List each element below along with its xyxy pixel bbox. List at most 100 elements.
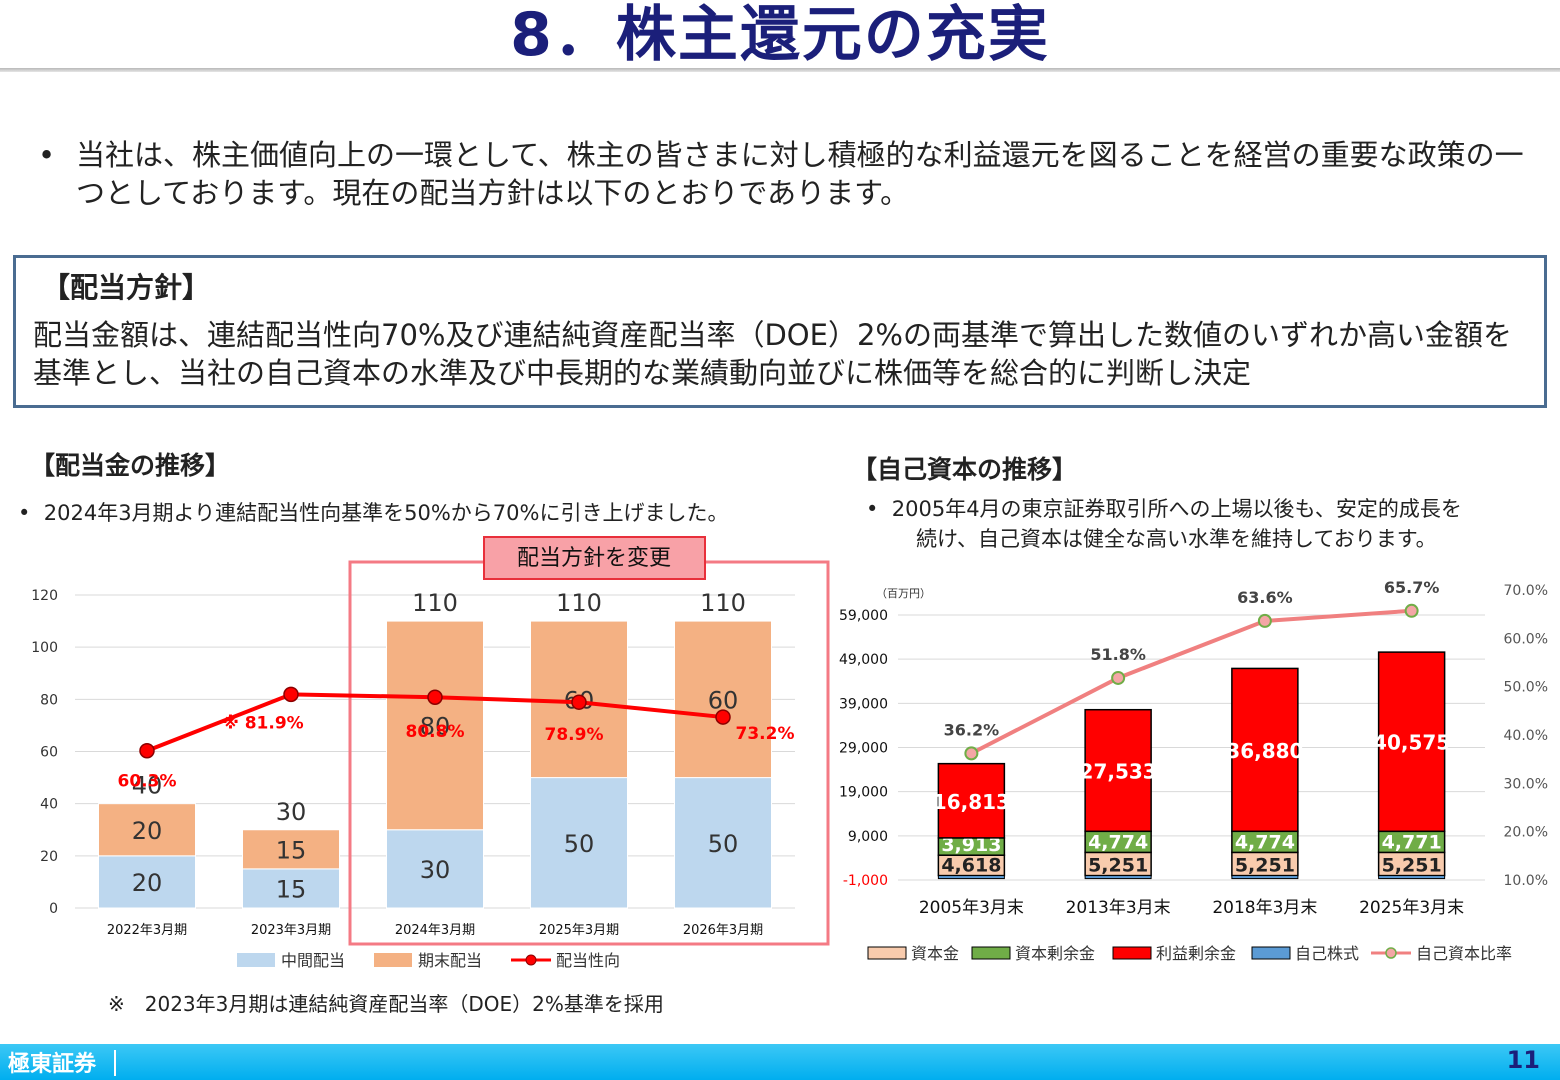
bar-segment-treasury-stock (1378, 875, 1446, 880)
data-label: 20 (132, 869, 163, 897)
legend-swatch (971, 946, 1011, 960)
unit-label: （百万円） (876, 587, 931, 600)
legend-swatch-interim (237, 953, 275, 967)
x-tick-label: 2026年3月期 (683, 923, 763, 938)
bar-segment-treasury-stock (937, 875, 1005, 880)
y-tick-label: 100 (31, 640, 58, 656)
legend-swatch (867, 946, 907, 960)
payout-ratio-label: ※ 81.9% (222, 713, 303, 733)
data-label: 4,774 (1235, 831, 1295, 853)
payout-ratio-point (427, 689, 443, 705)
dividend-note: • 2024年3月期より連結配当性向基準を50%から70%に引き上げました。 (18, 498, 728, 528)
dividend-section-title: 【配当金の推移】 (30, 451, 231, 480)
y2-tick-label: 30.0% (1504, 776, 1548, 792)
equity-ratio-label: 63.6% (1237, 588, 1293, 607)
bullet: • (18, 501, 31, 525)
policy-change-label: 配当方針を変更 (517, 546, 671, 571)
x-tick-label: 2005年3月末 (919, 898, 1024, 918)
legend-swatch (1251, 946, 1291, 960)
equity-ratio-label: 65.7% (1384, 578, 1440, 597)
data-label: 5,251 (1235, 855, 1295, 877)
equity-section-title: 【自己資本の推移】 (852, 455, 1078, 484)
y-tick-label: 49,000 (839, 652, 888, 668)
y-tick-label: 80 (40, 692, 58, 708)
x-tick-label: 2025年3月末 (1359, 898, 1464, 918)
y-tick-label: 29,000 (839, 741, 888, 757)
legend-label: 配当性向 (556, 951, 620, 970)
legend-label: 中間配当 (281, 951, 345, 970)
company-logo: 極東証券 (8, 1052, 97, 1077)
x-tick-label: 2024年3月期 (395, 923, 475, 938)
payout-ratio-label: 78.9% (545, 725, 604, 745)
footer-bar (0, 1044, 1560, 1080)
bar-segment-interim (674, 777, 772, 909)
data-label: 4,618 (941, 855, 1001, 877)
bar-segment-interim (98, 855, 196, 909)
y-tick-label: 39,000 (839, 696, 888, 712)
bar-segment-retained-earnings (1377, 651, 1446, 833)
payout-ratio-label: 80.8% (406, 722, 465, 742)
data-label: 4,774 (1088, 831, 1148, 853)
equity-ratio-label: 36.2% (944, 720, 1000, 739)
y2-tick-label: 70.0% (1504, 583, 1548, 599)
y-tick-label: 40 (40, 797, 58, 813)
data-label: 30 (420, 856, 451, 884)
data-label: 3,913 (941, 834, 1001, 856)
data-label: 5,251 (1088, 855, 1148, 877)
page-number: 11 (1506, 1046, 1540, 1074)
payout-ratio-point (715, 709, 731, 725)
legend-swatch-year-end (374, 953, 412, 967)
y-tick-label: 120 (31, 588, 58, 604)
data-label: 15 (276, 836, 307, 864)
data-label: 50 (708, 830, 739, 858)
policy-body: 配当金額は、連結配当性向70%及び連結純資産配当率（DOE）2%の両基準で算出し… (33, 318, 1512, 390)
legend-marker-equity-ratio (1385, 947, 1397, 959)
y-tick-label: 20 (40, 849, 58, 865)
data-label: 5,251 (1382, 855, 1442, 877)
y-tick-label: 9,000 (848, 829, 888, 845)
dividend-chart: 0 20 40 60 80 100 120 配当方針を変更 20 20 40 2022年3月期 15 15… (31, 536, 830, 970)
intro-text: 当社は、株主価値向上の一環として、株主の皆さまに対し積極的な利益還元を図ることを… (76, 138, 1524, 210)
page-title: 8．株主還元の充実 (510, 0, 1050, 70)
dividend-note-text: 2024年3月期より連結配当性向基準を50%から70%に引き上げました。 (43, 501, 729, 525)
equity-chart: （百万円） -1,000 9,000 19,000 29,000 39,000 49,000… (839, 578, 1548, 963)
data-label: 27,533 (1080, 760, 1157, 784)
equity-ratio-point (964, 746, 979, 761)
payout-ratio-point (139, 742, 155, 759)
y2-tick-label: 40.0% (1504, 728, 1548, 744)
y2-tick-label: 60.0% (1504, 631, 1548, 647)
bar-segment-interim (242, 868, 340, 909)
bar-segment-interim (530, 777, 628, 909)
data-label: 20 (132, 817, 163, 845)
equity-ratio-point (1404, 603, 1419, 618)
bar-segment-year-end (242, 829, 340, 870)
bar-segment-year-end (386, 620, 484, 831)
legend-label: 利益剰余金 (1156, 944, 1236, 963)
bar-segment-retained-earnings (1231, 667, 1299, 833)
equity-note-line2: 続け、自己資本は健全な高い水準を維持しております。 (916, 527, 1437, 551)
payout-ratio-label: 73.2% (736, 724, 795, 744)
payout-ratio-point (571, 694, 587, 710)
total-label: 110 (700, 589, 746, 617)
equity-ratio-label: 51.8% (1090, 645, 1146, 664)
equity-note: • 2005年4月の東京証券取引所への上場以後も、安定的成長を 続け、自己資本は… (866, 494, 1556, 554)
total-label: 30 (276, 798, 307, 826)
x-tick-label: 2018年3月末 (1212, 898, 1317, 918)
data-label: 36,880 (1226, 739, 1303, 763)
bar-segment-interim (386, 829, 484, 909)
legend-label: 資本金 (911, 944, 959, 963)
payout-ratio-label: 60.3% (118, 772, 177, 792)
equity-ratio-point (1257, 613, 1272, 628)
data-label: 4,771 (1382, 831, 1442, 853)
total-label: 40 (132, 772, 163, 800)
intro-paragraph: • 当社は、株主価値向上の一環として、株主の皆さまに対し積極的な利益還元を図るこ… (38, 136, 1528, 212)
y-tick-label: 59,000 (839, 608, 888, 624)
data-label: 40,575 (1373, 731, 1450, 755)
y-tick-label: 19,000 (839, 785, 888, 801)
data-label: 15 (276, 875, 307, 903)
bar-segment-retained-earnings (937, 762, 1006, 839)
data-label: 80 (420, 712, 451, 740)
dividend-policy-box: 【配当方針】 配当金額は、連結配当性向70%及び連結純資産配当率（DOE）2%の… (13, 255, 1547, 408)
logo-separator (114, 1050, 116, 1076)
x-tick-label: 2022年3月期 (107, 923, 187, 938)
